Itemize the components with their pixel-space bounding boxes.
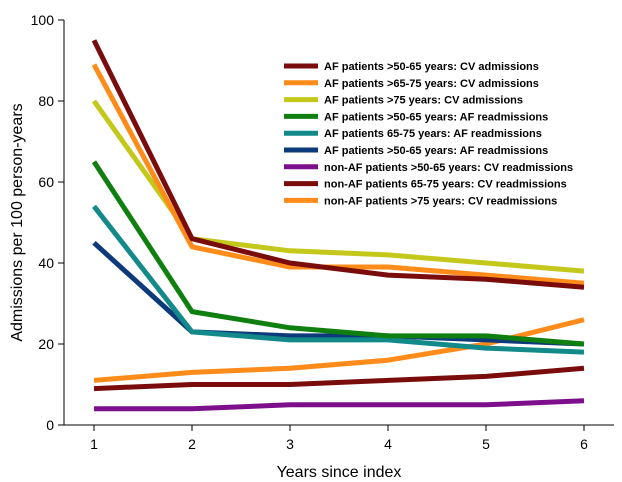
- series-line-5: [92, 204, 585, 355]
- legend: AF patients >50-65 years: CV admissions A…: [284, 61, 573, 207]
- series-line-1: [91, 39, 585, 290]
- x-tick-label: 3: [286, 436, 294, 452]
- y-tick-label: 60: [38, 174, 54, 190]
- legend-label: AF patients >50-65 years: CV admissions: [324, 61, 539, 73]
- x-axis-title: Years since index: [277, 464, 402, 481]
- series-line-4: [91, 160, 585, 347]
- y-tick-label: 80: [38, 93, 54, 109]
- legend-label: non-AF patients >75 years: CV readmissio…: [324, 195, 557, 207]
- x-tick-label: 5: [482, 436, 490, 452]
- series-lines: [91, 39, 585, 412]
- x-tick-label: 1: [90, 436, 98, 452]
- x-tick-label: 4: [384, 436, 392, 452]
- legend-label: AF patients >50-65 years: AF readmission…: [324, 145, 548, 157]
- legend-label: non-AF patients 65-75 years: CV readmiss…: [324, 179, 567, 191]
- y-tick-label: 20: [38, 336, 54, 352]
- legend-label: non-AF patients >50-65 years: CV readmis…: [324, 162, 573, 174]
- legend-label: AF patients 65-75 years: AF readmissions: [324, 128, 542, 140]
- x-tick-label: 6: [580, 436, 588, 452]
- legend-label: AF patients >65-75 years: CV admissions: [324, 78, 539, 90]
- y-tick-label: 0: [46, 417, 54, 433]
- legend-label: AF patients >75 years: CV admissions: [324, 95, 523, 107]
- y-axis-title: Admissions per 100 person-years: [9, 103, 26, 341]
- series-line-8: [93, 365, 585, 392]
- x-tick-label: 2: [188, 436, 196, 452]
- series-line-6: [92, 240, 585, 347]
- y-tick-label: 100: [31, 12, 55, 28]
- legend-label: AF patients >50-65 years: AF readmission…: [324, 111, 548, 123]
- y-tick-label: 40: [38, 255, 54, 271]
- series-line-7: [94, 398, 585, 412]
- axes: 0 20 40 60 80 100 1 2 3 4 5 6: [31, 12, 614, 452]
